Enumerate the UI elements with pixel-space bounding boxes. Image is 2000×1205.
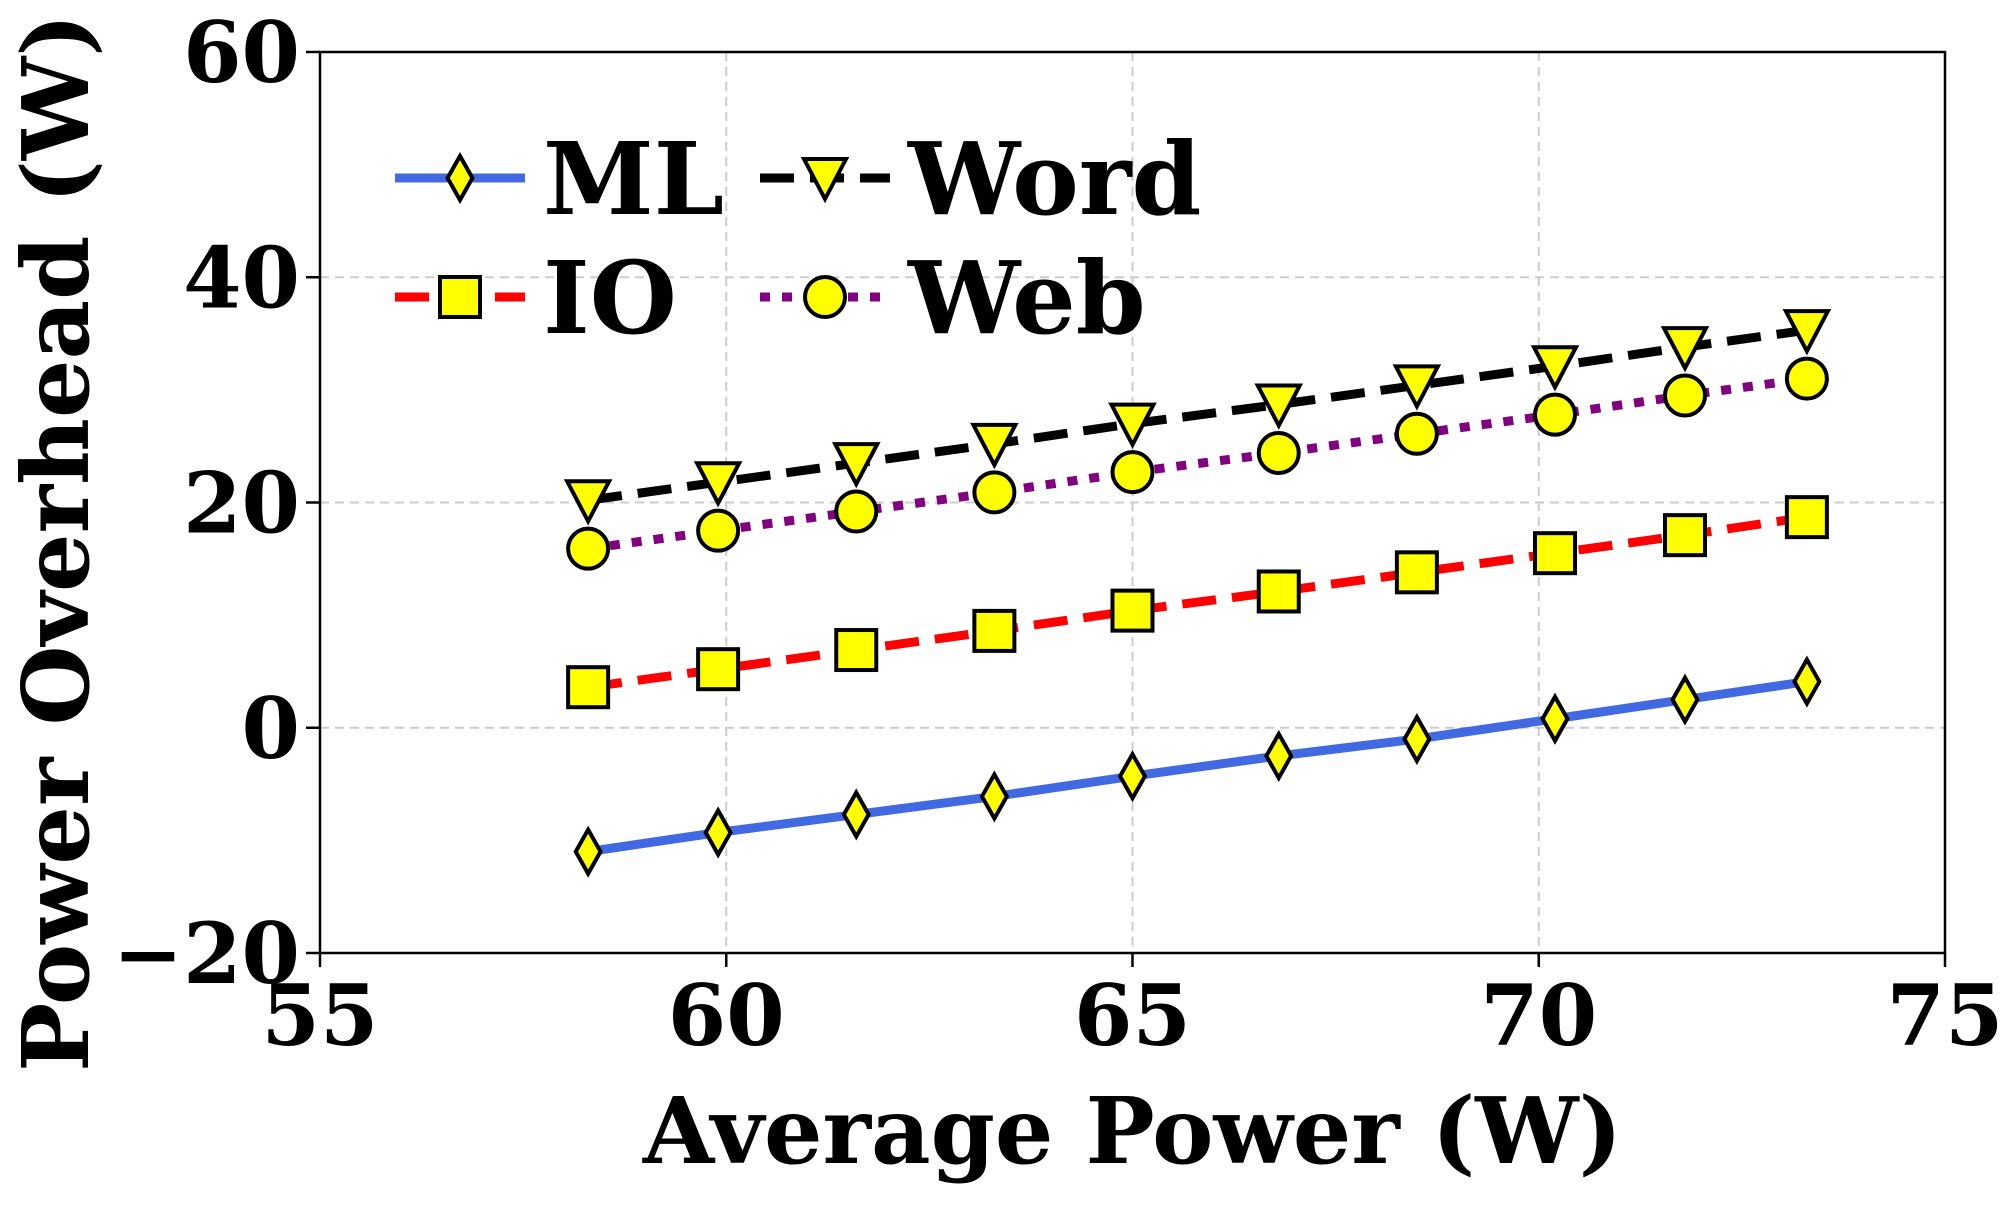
data-point-web [1394,411,1439,456]
y-tick-label: 0 [242,679,300,778]
legend-label-ml: ML [543,120,724,238]
data-point-word [1254,383,1304,430]
legend-marker-word [800,157,850,204]
data-point-web [1533,392,1577,437]
legend-label-word: Word [907,120,1201,238]
data-point-ml [703,806,733,859]
data-point-web [1256,430,1301,475]
data-point-io [1110,588,1155,633]
data-point-word [693,461,743,508]
data-point-web [696,508,741,553]
y-tick-label: 20 [183,454,300,553]
series-line-ml [587,677,1808,857]
legend-marker-io [438,275,482,319]
data-point-ml [1540,692,1570,745]
data-point-word [1392,364,1442,411]
data-point-word [1530,345,1580,392]
y-tick-label: −20 [113,904,300,1003]
series-line-web [587,374,1808,554]
data-point-word [1782,309,1832,356]
data-point-ml [1264,729,1294,782]
data-point-word [1660,326,1710,373]
data-point-io [566,665,611,710]
data-point-io [696,647,741,692]
x-tick-label: 70 [1480,966,1597,1065]
data-point-io [1784,495,1829,540]
data-point-word [831,442,881,489]
legend-label-io: IO [543,239,677,357]
data-point-word [563,479,613,526]
x-tick-label: 75 [1887,966,2000,1065]
data-point-web [834,489,879,534]
data-point-web [972,470,1017,515]
data-point-ml [841,788,871,841]
data-point-io [972,608,1017,653]
x-tick-label: 55 [262,966,379,1065]
data-point-web [1663,373,1707,418]
data-point-word [1108,402,1157,449]
legend-marker-web [803,275,847,319]
data-point-ml [1117,750,1148,803]
data-point-ml [573,825,603,878]
x-axis-label: Average Power (W) [642,1077,1622,1185]
data-point-web [1784,356,1829,401]
data-point-word [970,422,1019,470]
legend-marker-ml [445,151,475,205]
series-layer [563,309,1832,878]
data-point-io [1663,513,1707,558]
x-tick-label: 65 [1074,966,1191,1065]
legend-label-web: Web [907,239,1146,357]
data-point-ml [1670,673,1700,726]
data-point-io [834,628,879,673]
data-point-io [1533,531,1577,576]
data-point-web [1110,450,1155,495]
y-tick-label: 40 [183,228,300,327]
ticks: 55 60 65 70 75 −20 0 20 40 60 [113,3,2000,1065]
data-point-io [1256,569,1301,614]
x-tick-label: 60 [668,966,785,1065]
data-point-io [1394,550,1439,595]
series-line-io [587,512,1808,692]
y-axis-label: Power Overhead (W) [2,13,110,1072]
series-line-word [587,325,1808,505]
data-point-ml [1792,655,1822,708]
data-point-ml [1402,712,1432,766]
data-point-ml [979,770,1010,823]
data-point-web [566,526,611,571]
y-tick-label: 60 [183,3,300,102]
